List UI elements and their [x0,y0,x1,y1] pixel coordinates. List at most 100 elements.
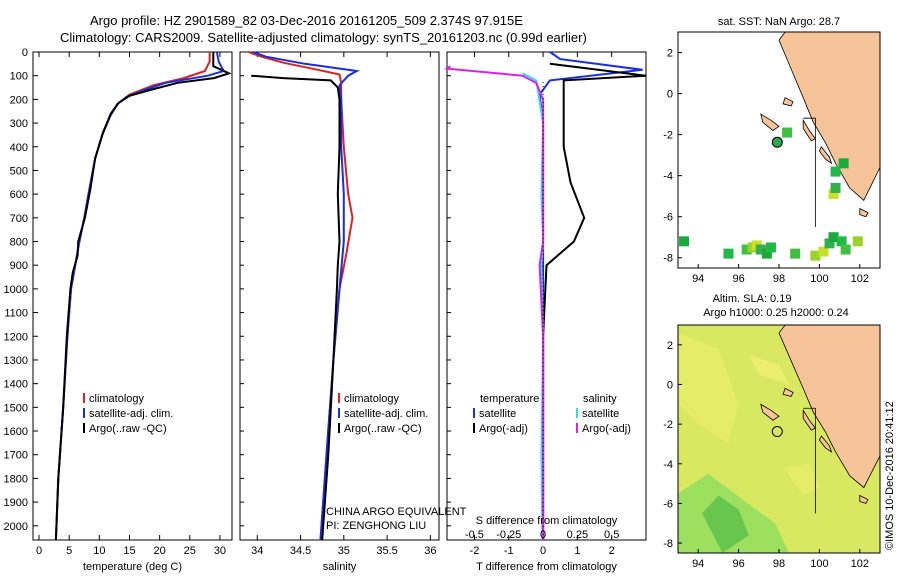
series-line-argo-raw-qc- [251,74,341,541]
sst-pixel [830,166,841,177]
x-tick-label: 35 [338,545,350,557]
s-tick-label: 0 [540,529,546,541]
lat-tick-label: -2 [663,130,673,142]
x-tick-label: 30 [214,545,226,557]
lon-tick-label: 102 [851,273,869,285]
x-tick-label: 1 [574,545,580,557]
sla-subtitle: Argo h1000: 0.25 h2000: 0.24 [703,307,849,319]
sst-pixel [828,189,839,200]
x-tick-label: 0 [540,545,546,557]
track-line [803,407,816,514]
legend-label: satellite [479,408,516,420]
annotation-pi: PI: ZENGHONG LIU [326,520,426,532]
lon-tick-label: 98 [773,273,785,285]
x-tick-label: 35.5 [376,545,397,557]
y-tick-label: 1800 [4,473,28,485]
y-tick-label: 600 [10,189,28,201]
s-tick-label: -0.5 [465,529,484,541]
island [859,207,869,218]
series-line-salinity-satellite [522,72,545,541]
sst-pixel [782,127,793,138]
sst-pixel [755,244,766,255]
y-tick-label: 1500 [4,402,28,414]
salinity-panel: 34 34.5 35 35.5 36 salinity climatology satelli… [239,51,467,573]
legend-label: satellite-adj. clim. [344,408,428,420]
lon-tick-label: 100 [810,273,828,285]
timestamp-watermark: ©IMOS 10-Dec-2016 20:41:12 [884,401,896,550]
legend-label: Argo(..raw -QC) [89,423,167,435]
y-tick-label: 800 [10,237,28,249]
x-axis-label: salinity [323,561,357,573]
x-tick-label: 34.5 [290,545,311,557]
island [859,494,869,504]
x-axis-label: T difference from climatology [476,561,617,573]
y-tick-label: 400 [10,142,28,154]
series-line-satellite-adj-clim- [252,51,360,541]
legend-heading-temperature: temperature [480,393,539,405]
y-tick-label: 300 [10,118,28,130]
legend-label: satellite-adj. clim. [89,408,173,420]
lat-tick-label: -4 [663,459,673,471]
sst-pixel [828,232,839,243]
y-tick-label: 200 [10,94,28,106]
x-tick-label: 2 [609,545,615,557]
y-tick-label: 2000 [4,521,28,533]
y-tick-label: 1600 [4,426,28,438]
y-tick-label: 1300 [4,355,28,367]
y-tick-label: 0 [22,47,28,59]
sla-title: Altim. SLA: 0.19 [713,293,792,305]
y-tick-label: 100 [10,71,28,83]
legend-label: climatology [89,393,145,405]
plot-frame [239,51,440,541]
y-tick-label: 1900 [4,497,28,509]
lat-tick-label: -6 [663,212,673,224]
lat-tick-label: -6 [663,498,673,510]
sla-patch [702,495,749,553]
sst-pixel [741,244,752,255]
sst-pixel [765,242,776,253]
x-tick-label: 25 [184,545,196,557]
sla-patch [748,354,790,385]
x-tick-label: 20 [154,545,166,557]
annotation-china-argo: CHINA ARGO EQUIVALENT [326,506,467,518]
sst-pixel [761,248,772,259]
x-tick-label: 15 [123,545,135,557]
x-axis-label: temperature (deg C) [83,561,182,573]
argo-position-marker [771,136,783,148]
lat-tick-label: 0 [667,89,673,101]
series-line-argo-raw-qc- [54,52,232,541]
x-tick-label: -1 [504,545,514,557]
sst-title: sat. SST: NaN Argo: 28.7 [718,16,840,28]
plot-frame [446,51,647,541]
series-line-satellite-adj-clim- [54,51,226,541]
lat-tick-label: -8 [663,538,673,550]
island [760,403,780,421]
s-tick-label: 0.25 [567,529,588,541]
series-line-temperature-argo-adj- [542,62,647,540]
header-line1: Argo profile: HZ 2901589_82 03-Dec-2016 … [90,13,523,28]
sla-patch [678,332,739,444]
s-tick-label: 0.5 [604,529,619,541]
island [802,408,817,431]
lon-tick-label: 102 [851,558,869,570]
lat-tick-label: -4 [663,171,673,183]
lon-tick-label: 94 [692,558,704,570]
lat-tick-label: -2 [663,419,673,431]
lon-tick-label: 94 [692,273,704,285]
track-line [803,117,816,227]
series-line-climatology [54,52,211,541]
lat-tick-label: 2 [667,48,673,60]
lat-tick-label: 0 [667,379,673,391]
y-tick-label: 1700 [4,450,28,462]
sla-patch [783,463,820,496]
legend-label: Argo(..raw -QC) [344,423,422,435]
x-tick-label: 0 [36,545,42,557]
y-tick-label: 1400 [4,379,28,391]
sst-pixel [852,236,863,247]
sst-pixel [830,182,841,193]
sst-pixel [723,248,734,259]
sst-pixel [838,158,849,169]
y-tick-label: 500 [10,165,28,177]
legend-heading-salinity: salinity [583,393,617,405]
series-line-temperature-satellite [538,51,643,540]
